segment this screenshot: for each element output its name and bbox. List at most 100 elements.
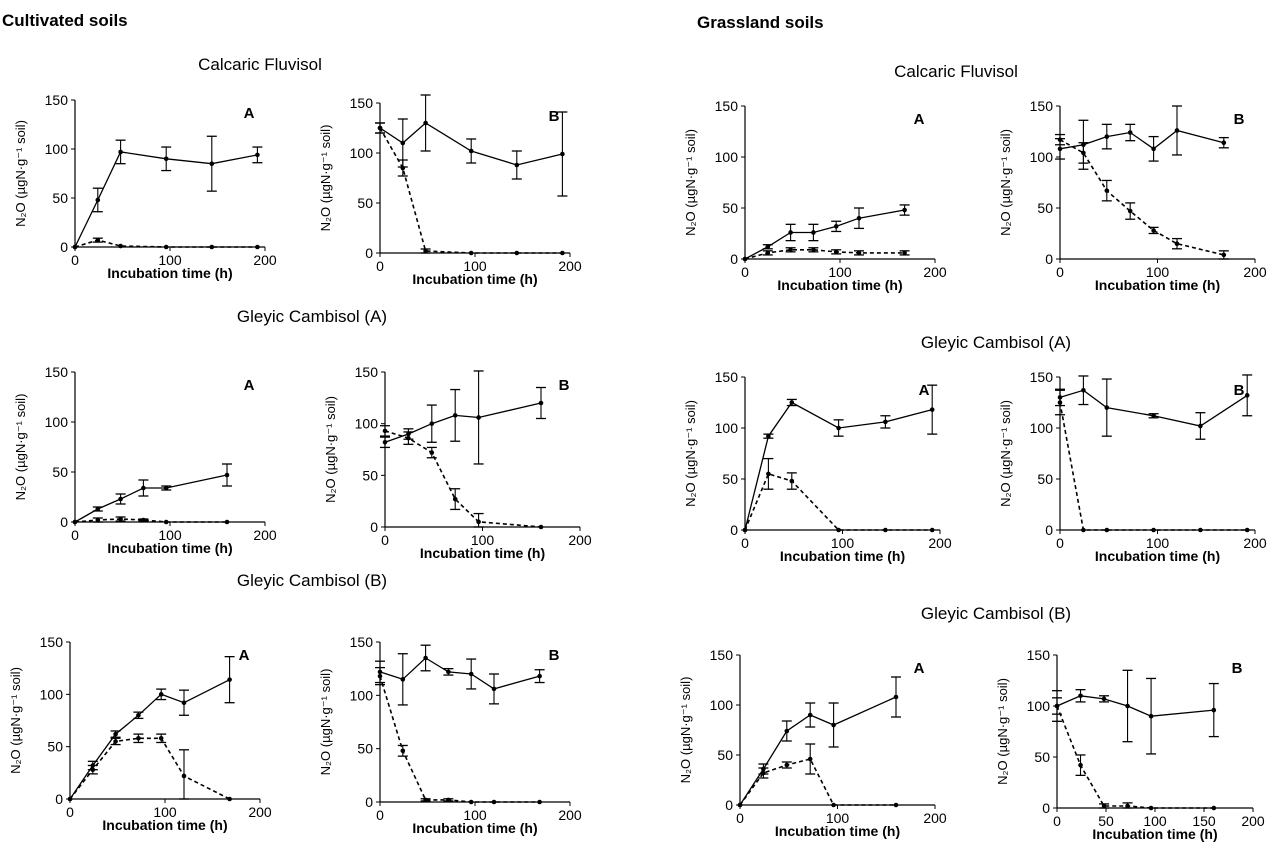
chart-panel-12: 0 50 100 150 0 50 100 150 200 Incubation time (h)…: [995, 647, 1265, 842]
y-tick-label: 150: [350, 95, 374, 111]
x-axis-label: Incubation time (h): [1092, 826, 1217, 842]
data-point: [136, 735, 141, 741]
x-axis-label: Incubation time (h): [777, 277, 902, 293]
data-point: [1148, 805, 1154, 811]
data-point: [831, 722, 836, 728]
data-point: [95, 197, 101, 203]
x-tick-label: 200: [928, 535, 952, 551]
x-tick-label: 100: [828, 264, 852, 280]
panel-letter: A: [239, 647, 250, 664]
data-point: [929, 407, 935, 412]
data-point: [1104, 405, 1110, 410]
y-tick-label: 0: [370, 519, 378, 535]
series-line-solid: [74, 474, 228, 523]
y-tick-label: 150: [715, 369, 739, 385]
data-point: [423, 655, 428, 661]
data-point: [429, 421, 435, 426]
y-tick-label: 0: [725, 797, 733, 813]
panel-letter: A: [244, 105, 255, 122]
data-point: [118, 516, 123, 522]
panel-letter: A: [919, 382, 930, 399]
y-axis-label: N₂O (µgN·g⁻¹ soil): [678, 677, 693, 784]
panel-letter: A: [914, 111, 925, 128]
data-point: [209, 244, 215, 250]
data-point: [1211, 707, 1217, 713]
y-tick-label: 0: [1042, 800, 1050, 816]
data-point: [452, 413, 458, 418]
chart-panel-4: 0 50 100 150 0 100 200 Incubation time (h) N₂O (…: [998, 98, 1267, 293]
data-point: [491, 686, 497, 692]
y-tick-label: 150: [1030, 369, 1054, 385]
y-tick-label: 50: [52, 190, 68, 206]
data-point: [1198, 423, 1203, 429]
data-point: [423, 248, 428, 254]
chart-panel-9: 0 50 100 150 0 100 200 Incubation time (h) N₂O (…: [8, 634, 272, 833]
data-point: [1221, 252, 1227, 258]
x-tick-label: 100: [1146, 264, 1170, 280]
x-tick-label: 0: [1053, 813, 1061, 829]
x-axis-label: Incubation time (h): [420, 545, 545, 561]
data-point: [382, 428, 388, 434]
data-point: [902, 207, 907, 213]
chart-panel-5: 0 50 100 150 0 100 200 Incubation time (h) N₂O (…: [13, 364, 277, 556]
data-point: [742, 256, 748, 262]
y-tick-label: 150: [710, 647, 734, 663]
data-point: [118, 496, 123, 502]
x-tick-label: 200: [568, 532, 592, 548]
data-point: [1174, 241, 1180, 246]
data-point: [1211, 805, 1217, 811]
data-point: [1081, 527, 1086, 533]
data-point: [136, 712, 141, 718]
data-point: [1054, 703, 1060, 709]
data-point: [737, 802, 743, 808]
data-point: [1078, 693, 1083, 699]
x-tick-label: 100: [158, 252, 182, 268]
data-point: [209, 161, 215, 166]
panel-letter: B: [1234, 111, 1245, 128]
y-tick-label: 50: [717, 747, 733, 763]
series-line-solid: [744, 401, 933, 531]
y-tick-label: 150: [715, 98, 739, 114]
x-tick-label: 200: [923, 810, 947, 826]
data-point: [789, 478, 795, 484]
data-point: [158, 735, 164, 741]
data-point: [856, 250, 862, 256]
data-point: [400, 748, 406, 754]
data-point: [400, 677, 406, 682]
series-line-dashed: [1059, 402, 1248, 531]
data-point: [491, 799, 497, 805]
data-point: [902, 250, 907, 256]
y-tick-label: 0: [730, 251, 738, 267]
y-tick-label: 100: [350, 145, 374, 161]
soil-title-grassland-2: Gleyic Cambisol (A): [920, 333, 1072, 352]
data-point: [141, 517, 146, 523]
data-point: [1101, 696, 1107, 702]
y-tick-label: 0: [55, 791, 63, 807]
x-tick-label: 50: [1098, 813, 1114, 829]
y-tick-label: 100: [40, 686, 64, 702]
soil-title-grassland-1: Calcaric Fluvisol: [894, 62, 1018, 81]
data-point: [1057, 137, 1063, 142]
data-point: [1104, 134, 1110, 139]
data-point: [1057, 400, 1063, 405]
data-point: [1081, 387, 1086, 393]
y-tick-label: 100: [715, 420, 739, 436]
chart-panel-10: 0 50 100 150 0 100 200 Incubation time (h) N₂O (…: [318, 634, 582, 836]
y-axis-label: N₂O (µgN·g⁻¹ soil): [323, 396, 338, 503]
panel-letter: B: [559, 377, 570, 394]
data-point: [836, 527, 841, 533]
y-axis-label: N₂O (µgN·g⁻¹ soil): [998, 129, 1013, 236]
series-line-dashed: [739, 758, 896, 806]
x-tick-label: 200: [558, 807, 582, 823]
data-point: [118, 243, 123, 249]
x-tick-label: 0: [381, 532, 389, 548]
series-line-dashed: [384, 430, 542, 528]
series-line-dashed: [744, 472, 933, 531]
data-point: [95, 506, 101, 512]
data-point: [761, 770, 766, 776]
data-point: [429, 450, 435, 455]
chart-panel-7: 0 50 100 150 0 100 200 Incubation time (h) N₂O (…: [683, 369, 952, 564]
y-tick-label: 100: [1027, 698, 1051, 714]
y-tick-label: 150: [1030, 98, 1054, 114]
y-axis-label: N₂O (µgN·g⁻¹ soil): [13, 120, 28, 227]
